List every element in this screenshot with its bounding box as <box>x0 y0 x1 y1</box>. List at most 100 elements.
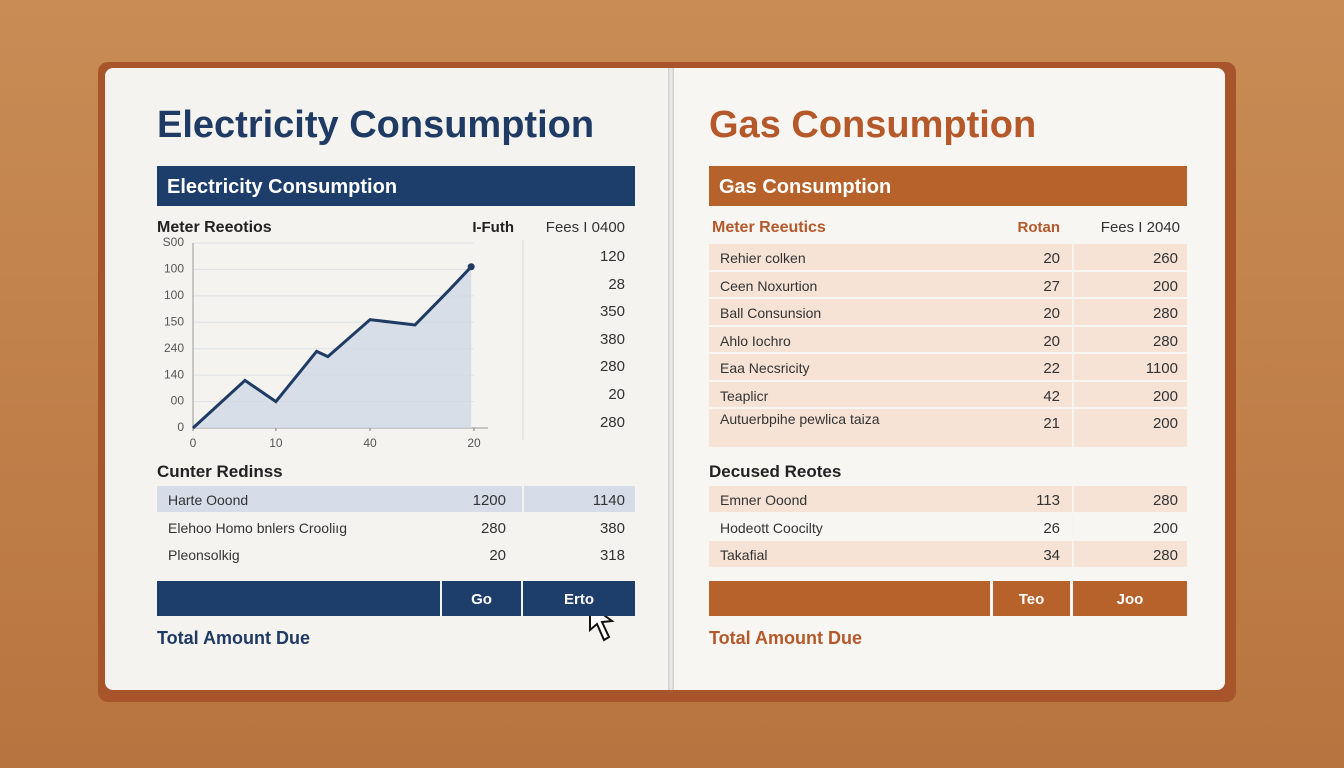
row-shade <box>709 244 1187 270</box>
cell: 26 <box>1043 519 1060 537</box>
column-header: Rotan <box>1017 219 1061 236</box>
row-divider <box>522 486 524 512</box>
row-shade <box>709 354 1187 380</box>
y-tick-label: 240 <box>164 341 184 355</box>
footer-button: Go <box>471 591 492 608</box>
row-divider <box>1072 541 1074 567</box>
point <box>467 263 475 271</box>
row-shade <box>709 541 1187 567</box>
row-divider <box>1072 381 1074 407</box>
banner-text: Electricity Consumption <box>167 176 398 198</box>
cell: Hodeott Coocilty <box>720 519 823 536</box>
y-tick-label: 0 <box>177 420 184 434</box>
cell: Ball Consunsion <box>720 305 822 321</box>
banner-text: Gas Consumption <box>719 176 892 198</box>
section-title: Decused Reotes <box>709 462 842 481</box>
row-divider <box>522 541 524 567</box>
cell: 22 <box>1043 360 1060 377</box>
footer-cell <box>442 581 521 616</box>
cell: 280 <box>1152 492 1178 509</box>
cell: 1200 <box>472 492 506 509</box>
total-label: Total Amount Due <box>709 628 862 648</box>
footer-button: Joo <box>1116 591 1144 608</box>
cell: 200 <box>1152 415 1178 432</box>
y-tick-label: 00 <box>171 394 185 408</box>
side-value: 280 <box>599 413 625 431</box>
page-title: Electricity Consumption <box>157 104 595 146</box>
side-value: 350 <box>599 303 625 321</box>
cell: 200 <box>1152 387 1178 405</box>
cell: 200 <box>1152 277 1178 295</box>
cell: Takafial <box>720 547 768 563</box>
cell: 21 <box>1043 415 1060 432</box>
row-divider <box>1072 354 1074 380</box>
cell: 20 <box>1043 250 1060 267</box>
cell: 27 <box>1043 277 1060 295</box>
cell: 42 <box>1043 387 1060 405</box>
cell: 1140 <box>592 492 625 509</box>
footer-cell <box>993 581 1070 616</box>
x-tick-label: 10 <box>269 436 283 450</box>
footer-cell <box>157 581 440 616</box>
cell: 1100 <box>1145 360 1178 377</box>
cell: 34 <box>1043 547 1060 564</box>
page-title: Gas Consumption <box>709 104 1037 146</box>
row-shade <box>709 326 1187 352</box>
footer-button: Teo <box>1018 591 1045 608</box>
side-value: 280 <box>599 358 625 376</box>
cell: Harte Ooond <box>168 492 249 508</box>
row-divider <box>522 513 524 539</box>
row-divider <box>1072 513 1074 539</box>
cell: 280 <box>480 519 506 537</box>
cell: Emner Ooond <box>720 492 808 508</box>
row-divider <box>1072 244 1074 270</box>
cell: 318 <box>599 547 625 564</box>
y-tick-label: S00 <box>163 235 185 249</box>
section-title: Cunter Redinss <box>157 462 283 481</box>
cell: 380 <box>599 519 625 537</box>
side-value: 380 <box>599 330 625 348</box>
row-divider <box>1072 486 1074 512</box>
cell: Ceen Noxurtion <box>720 277 818 294</box>
x-tick-label: 40 <box>363 436 377 450</box>
cell: Ahlo Iochro <box>720 332 791 349</box>
cell: 280 <box>1152 547 1178 564</box>
row-shade <box>709 486 1187 512</box>
row-shade <box>709 409 1187 447</box>
cell: Teaplicr <box>720 387 769 404</box>
footer-cell <box>523 581 635 616</box>
banner <box>157 166 635 206</box>
area <box>193 266 472 428</box>
row-divider <box>1072 271 1074 297</box>
cell: 113 <box>1036 492 1060 509</box>
y-tick-label: 150 <box>164 314 184 328</box>
y-tick-label: 100 <box>164 288 184 302</box>
column-header: Meter Reeutics <box>712 219 826 236</box>
cell: Eaa Necsricity <box>720 360 810 376</box>
cell: Elehoo Homo bnlers Crooliıg <box>168 519 347 536</box>
column-header: Fees I 2040 <box>1100 219 1180 236</box>
cell: 280 <box>1152 332 1178 350</box>
cell: 260 <box>1152 250 1178 267</box>
cell: 200 <box>1152 519 1178 537</box>
column-header: Fees I 0400 <box>545 219 625 236</box>
side-value: 28 <box>608 275 625 293</box>
row-shade <box>709 271 1187 297</box>
side-value: 120 <box>599 248 625 265</box>
banner <box>709 166 1187 206</box>
side-panel <box>522 240 524 440</box>
cell: 280 <box>1152 305 1178 322</box>
footer-cell <box>1073 581 1187 616</box>
line <box>191 265 473 430</box>
spine <box>668 68 674 690</box>
side-value: 20 <box>608 386 625 403</box>
row-shade <box>157 486 635 512</box>
cell: 20 <box>1043 305 1060 322</box>
cell: Pleonsolkig <box>168 547 240 563</box>
row-divider <box>1072 299 1074 325</box>
row-shade <box>709 299 1187 325</box>
x-tick-label: 0 <box>190 436 197 450</box>
row-shade <box>709 381 1187 407</box>
